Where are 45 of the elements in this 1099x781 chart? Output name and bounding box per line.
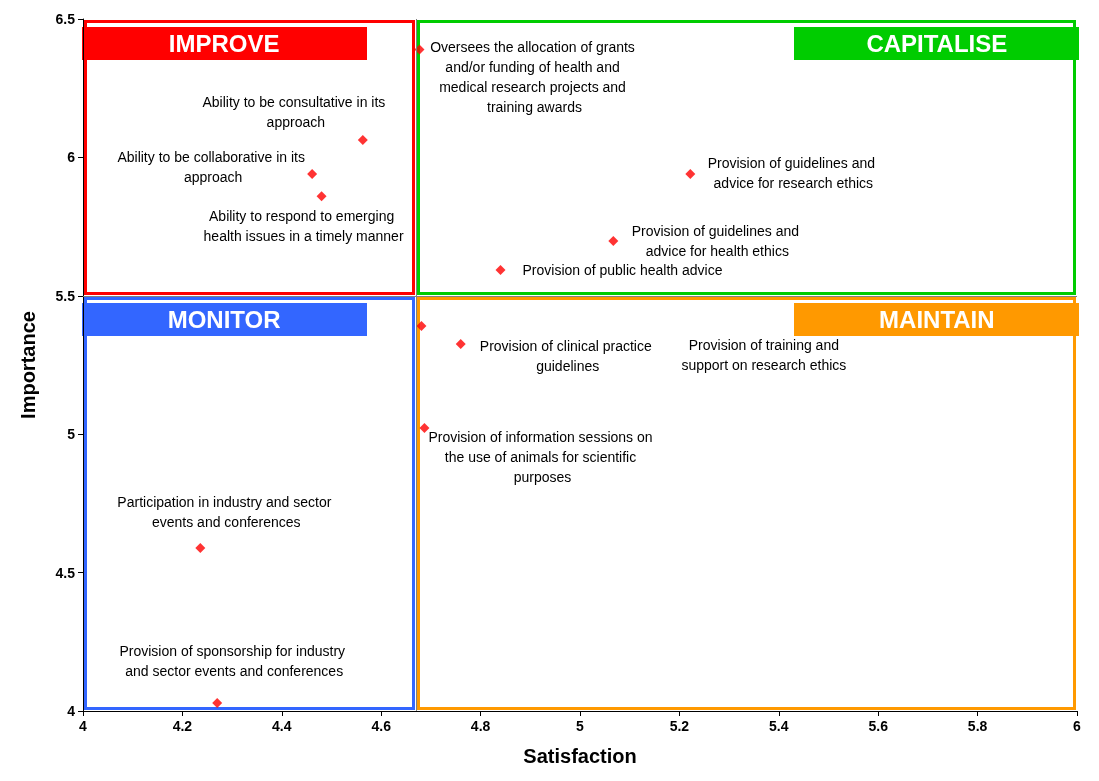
annotation: Provision of clinical practice guidelines — [479, 337, 656, 374]
x-tick-label: 4 — [79, 718, 88, 734]
quadrant-header: IMPROVE — [81, 27, 367, 61]
point — [212, 697, 223, 708]
x-tick-label: 5.4 — [769, 718, 789, 734]
annotation: Provision of training and support on research ethics — [680, 336, 848, 376]
point — [357, 134, 368, 145]
quadrant-header: MONITOR — [81, 303, 367, 337]
annotation: Ability to be collaborative in its approach — [117, 149, 309, 186]
point — [307, 169, 318, 180]
point — [195, 542, 206, 553]
x-tick-label: 5 — [576, 718, 585, 734]
quadrant-header: MAINTAIN — [794, 303, 1080, 337]
point — [495, 265, 506, 276]
x-tick-label: 5.6 — [868, 718, 889, 734]
y-axis-title: Importance — [17, 311, 39, 419]
x-tick-label: 4.6 — [371, 718, 392, 734]
point — [419, 423, 430, 434]
point — [316, 191, 327, 202]
x-tick-label: 5.2 — [669, 718, 690, 734]
annotation: Oversees the allocation of grants and/or funding of health and medical research projects and training awards — [430, 39, 639, 116]
annotation: Ability to respond to emerging health issues in a timely manner — [203, 208, 404, 245]
point — [608, 235, 619, 246]
annotation: Provision of sponsorship for industry and sector events and conferences — [119, 642, 349, 679]
y-tick-label: 5 — [67, 426, 76, 443]
x-tick-label: 5.8 — [967, 718, 988, 734]
x-tick-label: 4.4 — [272, 718, 292, 734]
annotation: Provision of guidelines and advice for health ethics — [631, 222, 803, 259]
annotation: Ability to be consultative in its approach — [202, 93, 390, 130]
quadrant-header: CAPITALISE — [794, 27, 1080, 61]
x-tick-label: 4.8 — [470, 718, 491, 734]
y-tick-label: 4.5 — [55, 564, 76, 581]
y-tick-label: 4 — [67, 703, 76, 719]
annotation: Provision of guidelines and advice for research ethics — [707, 155, 879, 192]
annotation: Provision of information sessions on the use of animals for scientific purposes — [428, 429, 657, 486]
point — [455, 338, 466, 349]
y-tick-label: 5.5 — [55, 287, 76, 304]
x-tick-label: 4.2 — [172, 718, 193, 734]
annotation: Participation in industry and sector events and conferences — [117, 493, 336, 530]
y-tick-label: 6.5 — [55, 11, 76, 27]
x-tick-label: 6 — [1073, 718, 1082, 734]
y-tick-label: 6 — [67, 149, 76, 166]
x-axis-title: Satisfaction — [523, 745, 637, 767]
annotation: Provision of public health advice — [522, 262, 723, 279]
point — [685, 169, 696, 180]
